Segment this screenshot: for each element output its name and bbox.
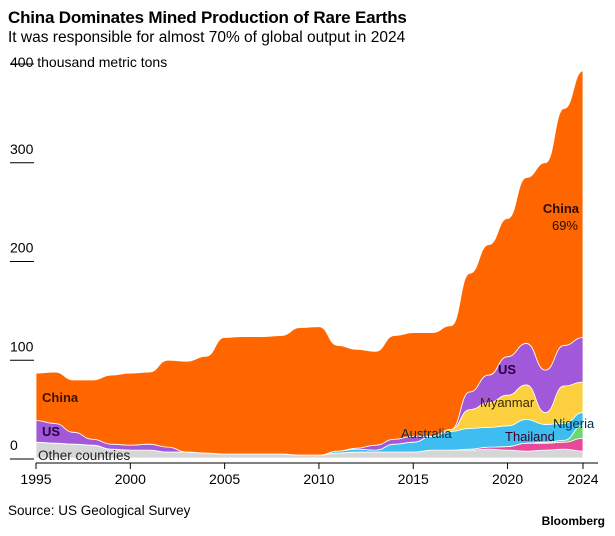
- label-china-right: China: [543, 201, 580, 216]
- x-tick-label-1995: 1995: [20, 471, 51, 487]
- label-nigeria: Nigeria: [553, 416, 595, 431]
- label-myanmar: Myanmar: [480, 395, 535, 410]
- y-tick-label-0: 0: [10, 437, 18, 453]
- y-unit-label: 400 thousand metric tons: [10, 54, 167, 70]
- chart-subtitle: It was responsible for almost 70% of glo…: [8, 29, 406, 46]
- chart-title: China Dominates Mined Production of Rare…: [8, 8, 407, 27]
- label-us-right: US: [498, 362, 516, 377]
- bloomberg-logo: Bloomberg: [541, 514, 605, 528]
- x-tick-label-2010: 2010: [303, 471, 334, 487]
- y-tick-label-200: 200: [10, 240, 34, 256]
- label-other-countries: Other countries: [38, 448, 131, 463]
- x-tick-label-2024: 2024: [567, 471, 598, 487]
- x-tick-label-2020: 2020: [492, 471, 523, 487]
- label-china-left: China: [42, 390, 79, 405]
- y-tick-label-300: 300: [10, 141, 34, 157]
- label-australia: Australia: [401, 426, 452, 441]
- area-china: [35, 70, 584, 456]
- label-china-share: 69%: [552, 218, 578, 233]
- source-note: Source: US Geological Survey: [8, 503, 191, 518]
- label-thailand: Thailand: [505, 429, 555, 444]
- x-tick-label-2000: 2000: [115, 471, 146, 487]
- y-tick-label-100: 100: [10, 338, 34, 354]
- x-tick-label-2005: 2005: [209, 471, 240, 487]
- label-us-left: US: [42, 424, 60, 439]
- x-tick-label-2015: 2015: [398, 471, 429, 487]
